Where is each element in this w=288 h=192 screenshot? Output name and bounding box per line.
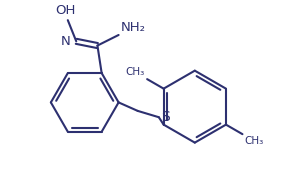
Text: OH: OH (56, 4, 76, 17)
Text: NH₂: NH₂ (121, 21, 146, 34)
Text: CH₃: CH₃ (245, 136, 264, 146)
Text: N: N (61, 35, 71, 48)
Text: S: S (161, 110, 170, 124)
Text: CH₃: CH₃ (126, 67, 145, 77)
